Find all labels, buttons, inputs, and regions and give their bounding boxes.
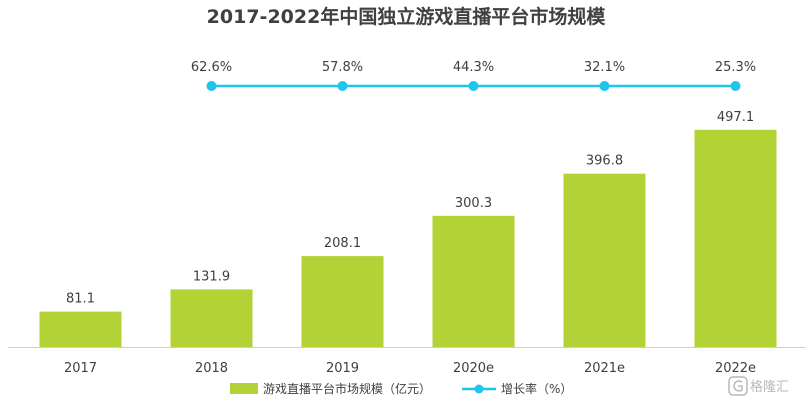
- x-tick-label-2020e: 2020e: [453, 361, 494, 376]
- x-tick-label-2017: 2017: [64, 361, 97, 376]
- x-tick-label-2018: 2018: [195, 361, 228, 376]
- watermark-logo-glyph-icon: [733, 380, 743, 392]
- bar-layer: [39, 129, 777, 347]
- bar-label-layer: 81.1 131.9 208.1 300.3 396.8 497.1: [66, 110, 754, 307]
- growth-rate-label-2021e: 32.1%: [584, 60, 625, 75]
- growth-rate-label-2020e: 44.3%: [453, 60, 494, 75]
- legend-label-line: 增长率（%）: [501, 381, 572, 396]
- watermark: 格隆汇: [728, 376, 789, 396]
- bar-value-label-2018: 131.9: [193, 269, 230, 284]
- x-tick-label-2021e: 2021e: [584, 361, 625, 376]
- bar-value-label-2021e: 396.8: [586, 154, 623, 169]
- legend: 游戏直播平台市场规模（亿元） 增长率（%）: [230, 381, 572, 396]
- x-tick-label-2019: 2019: [326, 361, 359, 376]
- growth-rate-point-2018: [206, 81, 217, 91]
- x-tick-label-2022e: 2022e: [715, 361, 756, 376]
- legend-swatch-marker: [474, 384, 484, 394]
- watermark-text: 格隆汇: [750, 379, 789, 395]
- bar-value-label-2022e: 497.1: [717, 110, 754, 125]
- growth-rate-point-2019: [337, 81, 348, 91]
- watermark-logo-icon: [728, 376, 748, 396]
- x-axis-tick-labels: 2017 2018 2019 2020e 2021e 2022e: [64, 361, 756, 376]
- bar-2018: [170, 289, 253, 347]
- bar-value-label-2019: 208.1: [324, 236, 361, 251]
- growth-rate-label-2022e: 25.3%: [715, 60, 756, 75]
- bar-value-label-2017: 81.1: [66, 292, 95, 307]
- growth-rate-label-2018: 62.6%: [191, 60, 232, 75]
- bar-2022e: [694, 129, 777, 347]
- growth-line-layer: 62.6% 57.8% 44.3% 32.1% 25.3%: [191, 60, 756, 91]
- legend-label-bar: 游戏直播平台市场规模（亿元）: [263, 381, 431, 396]
- bar-value-label-2020e: 300.3: [455, 196, 492, 211]
- growth-rate-point-2021e: [599, 81, 610, 91]
- bar-2020e: [432, 215, 515, 347]
- bar-2021e: [563, 173, 646, 347]
- growth-rate-point-2020e: [468, 81, 479, 91]
- bar-2017: [39, 311, 122, 347]
- growth-rate-label-2019: 57.8%: [322, 60, 363, 75]
- bar-2019: [301, 256, 384, 347]
- legend-swatch-bar: [230, 383, 258, 394]
- chart-title: 2017-2022年中国独立游戏直播平台市场规模: [207, 5, 607, 28]
- growth-rate-point-2022e: [730, 81, 741, 91]
